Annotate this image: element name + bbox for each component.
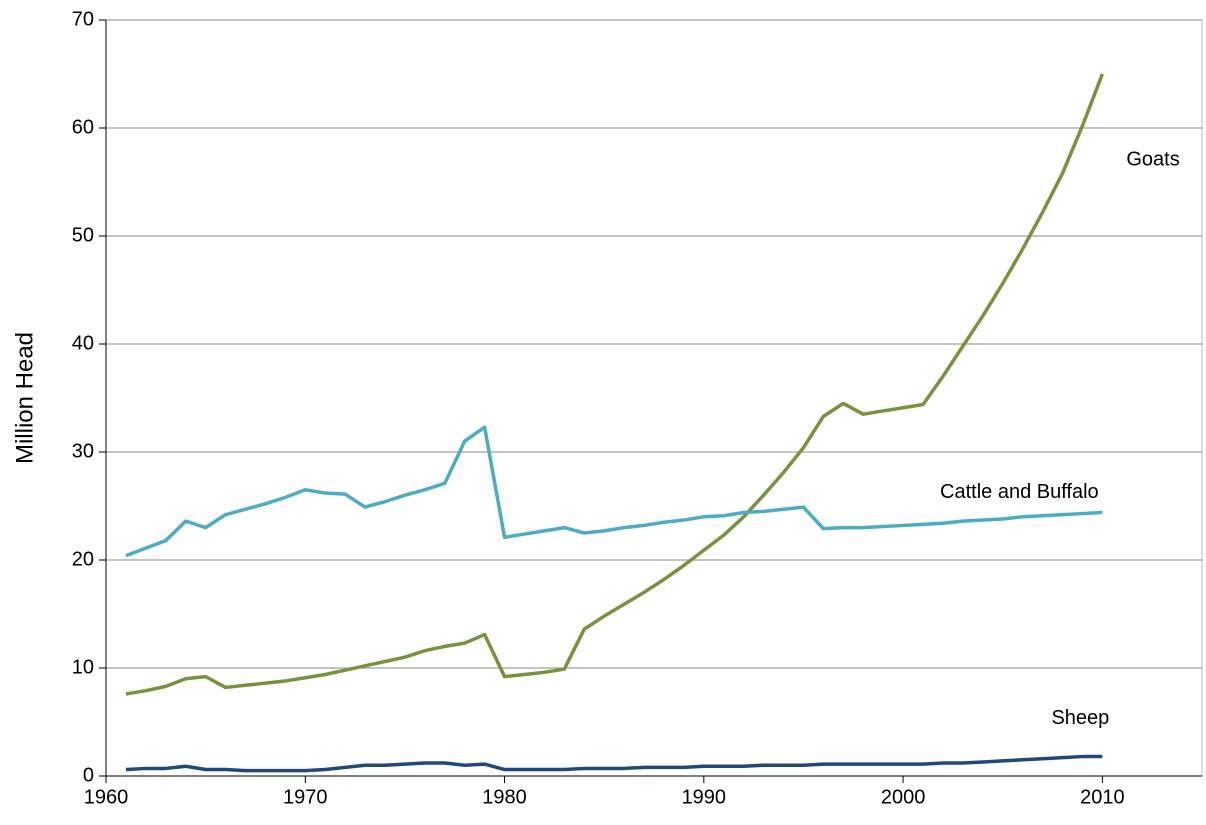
y-tick-label: 20 [72,548,94,570]
x-tick-label: 1980 [482,786,527,808]
series-line [125,425,1103,558]
series-label: Goats [1126,148,1179,170]
y-tick-label: 60 [72,116,94,138]
y-tick-label: 50 [72,224,94,246]
y-axis-title: Million Head [11,332,38,464]
plot-frame [105,19,1203,777]
x-tick-label: 1970 [283,786,328,808]
x-tick-label: 1960 [84,786,129,808]
y-tick-label: 10 [72,656,94,678]
series-label: Sheep [1051,707,1109,729]
x-tick-label: 1990 [682,786,727,808]
y-tick-label: 0 [83,764,94,786]
x-tick-label: 2010 [1080,786,1125,808]
y-tick-label: 40 [72,332,94,354]
series-line [125,73,1104,696]
y-tick-label: 70 [72,8,94,30]
series-label: Cattle and Buffalo [940,481,1099,503]
x-tick-label: 2000 [881,786,926,808]
y-tick-label: 30 [72,440,94,462]
series-line [125,754,1103,773]
